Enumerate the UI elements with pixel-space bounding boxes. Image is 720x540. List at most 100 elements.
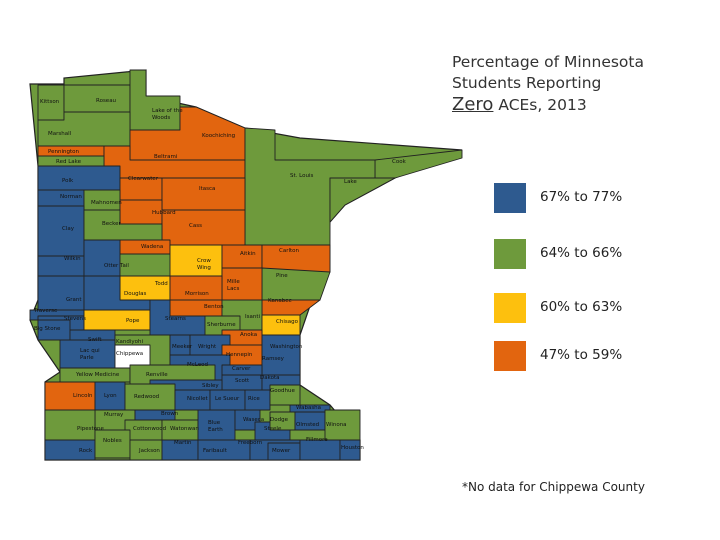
county-label-stevens: Stevens bbox=[64, 316, 86, 322]
county-crow-wing bbox=[169, 244, 223, 277]
legend-item-60-63: 60% to 63% bbox=[494, 293, 622, 323]
county-label-wabasha: Wabasha bbox=[296, 405, 321, 411]
county-label-roseau: Roseau bbox=[96, 98, 116, 104]
title-line-3-rest: ACEs, 2013 bbox=[493, 96, 587, 114]
county-rock bbox=[44, 439, 96, 461]
county-label-ramsey: Ramsey bbox=[262, 356, 285, 362]
county-label-rock: Rock bbox=[79, 448, 93, 454]
county-polk bbox=[37, 165, 121, 191]
legend-swatch bbox=[494, 293, 526, 323]
county-label-chippewa: Chippewa bbox=[116, 351, 143, 357]
county-label-dakota: Dakota bbox=[260, 375, 280, 381]
county-label-houston: Houston bbox=[341, 445, 364, 451]
county-label-pipestone: Pipestone bbox=[77, 426, 104, 432]
county-label-olmsted: Olmsted bbox=[296, 422, 319, 428]
county-label-todd: Todd bbox=[154, 281, 168, 287]
county-label-wadena: Wadena bbox=[141, 244, 163, 250]
legend-swatch bbox=[494, 239, 526, 269]
county-label-chisago: Chisago bbox=[276, 319, 299, 325]
county-label-dodge: Dodge bbox=[270, 417, 289, 423]
county-nobles bbox=[94, 429, 131, 459]
county-otter-tail bbox=[83, 239, 121, 277]
county-label-washington: Washington bbox=[270, 344, 303, 350]
county-label-polk: Polk bbox=[62, 178, 74, 184]
county-rice bbox=[244, 389, 271, 411]
county-label-lake: Lake bbox=[344, 179, 357, 185]
county-houston bbox=[339, 439, 361, 461]
county-label-jackson: Jackson bbox=[138, 448, 160, 454]
county-label-lac-qui-parle: Lac qui Parle bbox=[80, 348, 100, 361]
county-label-martin: Martin bbox=[174, 440, 192, 446]
county-label-brown: Brown bbox=[161, 411, 179, 417]
county-label-sherburne: Sherburne bbox=[207, 322, 236, 328]
legend-swatch bbox=[494, 341, 526, 371]
county-label-murray: Murray bbox=[104, 412, 124, 418]
county-label-sibley: Sibley bbox=[202, 383, 219, 389]
county-label-winona: Winona bbox=[326, 422, 347, 428]
county-label-benton: Benton bbox=[204, 304, 224, 310]
county-clay bbox=[37, 205, 85, 257]
county-label-faribault: Faribault bbox=[203, 448, 228, 454]
county-label-carlton: Carlton bbox=[279, 248, 300, 254]
county-label-yellow-medicine: Yellow Medicine bbox=[75, 372, 120, 378]
county-lake bbox=[329, 177, 396, 223]
county-label-wright: Wright bbox=[198, 344, 217, 350]
county-label-fillmore: Fillmore bbox=[306, 437, 328, 443]
county-label-isanti: Isanti bbox=[245, 314, 261, 320]
footnote: *No data for Chippewa County bbox=[462, 480, 645, 494]
county-label-hennepin: Hennepin bbox=[226, 352, 253, 358]
county-label-freeborn: Freeborn bbox=[238, 440, 263, 446]
county-label-marshall: Marshall bbox=[48, 131, 72, 137]
county-label-koochiching: Koochiching bbox=[202, 133, 235, 139]
title-zero: Zero bbox=[452, 94, 494, 115]
county-label-pine: Pine bbox=[276, 273, 288, 279]
county-label-hubbard: Hubbard bbox=[152, 210, 176, 216]
county-label-kanabec: Kanabec bbox=[268, 298, 292, 304]
county-pipestone bbox=[44, 409, 96, 441]
county-label-kandiyohi: Kandiyohi bbox=[116, 339, 143, 345]
legend-label: 67% to 77% bbox=[540, 189, 623, 205]
legend-swatch bbox=[494, 183, 526, 213]
county-label-le-sueur: Le Sueur bbox=[215, 396, 240, 402]
county-label-nobles: Nobles bbox=[103, 438, 122, 444]
county-label-rice: Rice bbox=[248, 396, 260, 402]
county-label-blue-earth: Blue Earth bbox=[208, 420, 223, 433]
county-label-lyon: Lyon bbox=[104, 393, 117, 399]
county-label-scott: Scott bbox=[235, 378, 250, 384]
county-label-lake-of-the-woods: Lake of the Woods bbox=[152, 108, 183, 121]
county-label-otter-tail: Otter Tail bbox=[104, 263, 129, 269]
county-label-lincoln: Lincoln bbox=[73, 393, 93, 399]
county-label-renville: Renville bbox=[146, 372, 168, 378]
county-label-anoka: Anoka bbox=[240, 332, 257, 338]
map-title: Percentage of Minnesota Students Reporti… bbox=[452, 52, 712, 116]
county-label-traverse: Traverse bbox=[33, 308, 58, 314]
county-lake-of-the-woods bbox=[129, 69, 181, 131]
county-label-waseca: Waseca bbox=[243, 417, 264, 423]
county-label-pennington: Pennington bbox=[48, 149, 80, 155]
title-line-2: Students Reporting bbox=[452, 74, 602, 92]
county-chisago bbox=[261, 314, 301, 336]
county-label-beltrami: Beltrami bbox=[154, 154, 178, 160]
county-label-itasca: Itasca bbox=[199, 186, 215, 192]
county-label-goodhue: Goodhue bbox=[270, 388, 295, 394]
county-label-mille-lacs: Mille Lacs bbox=[227, 279, 240, 292]
county-label-wilkin: Wilkin bbox=[64, 256, 81, 262]
county-label-aitkin: Aitkin bbox=[240, 251, 256, 257]
county-pine bbox=[261, 267, 331, 301]
county-label-steele: Steele bbox=[264, 426, 282, 432]
county-label-kittson: Kittson bbox=[40, 99, 60, 105]
county-label-douglas: Douglas bbox=[124, 291, 146, 297]
county-label-clearwater: Clearwater bbox=[128, 176, 159, 182]
county-label-clay: Clay bbox=[62, 226, 75, 232]
title-line-1: Percentage of Minnesota bbox=[452, 53, 644, 71]
county-label-crow-wing: Crow Wing bbox=[197, 258, 211, 271]
county-label-mcleod: McLeod bbox=[187, 362, 208, 368]
county-label-redwood: Redwood bbox=[134, 394, 159, 400]
county-label-carver: Carver bbox=[232, 366, 251, 372]
county-label-cook: Cook bbox=[392, 159, 407, 165]
legend-label: 64% to 66% bbox=[540, 245, 623, 261]
legend-item-64-66: 64% to 66% bbox=[494, 239, 622, 269]
county-label-cass: Cass bbox=[189, 223, 202, 229]
county-label-grant: Grant bbox=[66, 297, 82, 303]
